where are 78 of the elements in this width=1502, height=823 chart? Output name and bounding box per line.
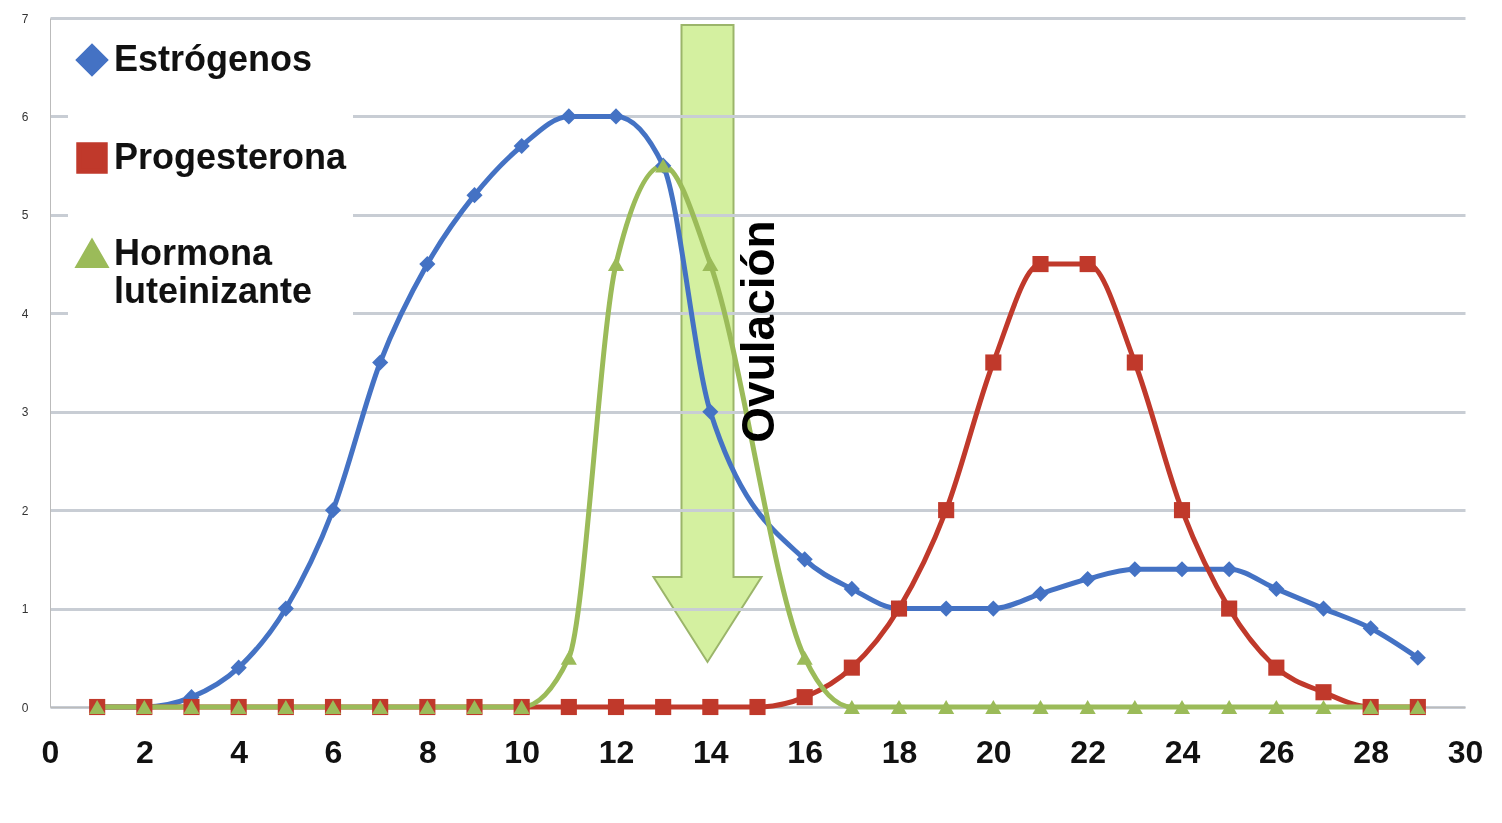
x-tick-label: 30 bbox=[1447, 733, 1484, 770]
y-tick-label: 1 bbox=[21, 602, 29, 617]
x-tick-label: 12 bbox=[598, 733, 635, 770]
point bbox=[1221, 561, 1238, 578]
x-tick-label: 24 bbox=[1164, 733, 1201, 770]
point bbox=[702, 257, 719, 272]
point bbox=[1268, 659, 1285, 676]
point bbox=[230, 659, 247, 676]
x-tick-label: 18 bbox=[881, 733, 918, 770]
point bbox=[1126, 561, 1143, 578]
point bbox=[655, 698, 672, 716]
legend-label: Estrógenos bbox=[114, 38, 313, 79]
point bbox=[1221, 700, 1238, 714]
point bbox=[1268, 580, 1285, 597]
point bbox=[560, 108, 577, 125]
point bbox=[796, 650, 813, 665]
point bbox=[1032, 256, 1049, 273]
x-tick-label: 8 bbox=[418, 733, 437, 770]
point bbox=[419, 256, 436, 273]
point bbox=[1221, 600, 1238, 617]
point bbox=[1315, 600, 1332, 617]
point bbox=[1079, 700, 1096, 714]
point bbox=[796, 689, 813, 706]
point bbox=[560, 650, 577, 665]
point bbox=[1126, 354, 1143, 371]
y-tick-label: 0 bbox=[21, 700, 29, 715]
point bbox=[938, 700, 955, 714]
legend-label: Progesterona bbox=[114, 136, 348, 177]
y-tick-label: 6 bbox=[21, 109, 29, 124]
point bbox=[1032, 700, 1049, 714]
point bbox=[796, 551, 813, 568]
point bbox=[890, 700, 908, 714]
point bbox=[513, 137, 530, 155]
point bbox=[1268, 700, 1285, 714]
y-tick-label: 3 bbox=[21, 405, 29, 420]
annotation: Ovulación bbox=[732, 220, 785, 443]
point bbox=[607, 257, 625, 272]
point bbox=[1126, 700, 1143, 714]
point bbox=[324, 502, 342, 519]
x-tick-label: 10 bbox=[504, 733, 540, 770]
point bbox=[1032, 585, 1049, 602]
point bbox=[1173, 502, 1191, 519]
point bbox=[843, 659, 860, 676]
point bbox=[1362, 620, 1379, 637]
point bbox=[372, 354, 389, 371]
point bbox=[607, 698, 625, 716]
y-tick-label: 2 bbox=[21, 503, 29, 518]
point bbox=[1409, 649, 1426, 666]
x-tick-label: 26 bbox=[1259, 733, 1295, 770]
point bbox=[560, 698, 577, 716]
y-tick-label: 4 bbox=[21, 306, 29, 321]
point bbox=[985, 354, 1002, 371]
point bbox=[1315, 700, 1332, 714]
x-tick-label: 6 bbox=[324, 733, 343, 770]
point bbox=[1173, 700, 1191, 714]
x-tick-label: 2 bbox=[135, 733, 154, 770]
point bbox=[277, 600, 294, 617]
point bbox=[466, 187, 483, 204]
point bbox=[702, 698, 719, 716]
point bbox=[985, 700, 1002, 714]
point bbox=[702, 403, 719, 420]
x-tick-label: 4 bbox=[230, 733, 249, 770]
point bbox=[985, 600, 1002, 617]
x-tick-label: 14 bbox=[693, 733, 729, 770]
point bbox=[1315, 684, 1332, 701]
point bbox=[938, 502, 955, 519]
x-tick-label: 28 bbox=[1353, 733, 1389, 770]
y-tick-label: 7 bbox=[21, 11, 29, 26]
y-tick-label: 5 bbox=[21, 208, 29, 223]
point bbox=[749, 698, 766, 716]
legend-label: Hormona luteinizante bbox=[114, 232, 313, 311]
point bbox=[1079, 570, 1096, 588]
x-tick-label: 22 bbox=[1070, 733, 1106, 770]
x-tick-label: 16 bbox=[787, 733, 823, 770]
point bbox=[843, 580, 860, 597]
point bbox=[1079, 256, 1096, 273]
x-tick-label: 20 bbox=[976, 733, 1012, 770]
point bbox=[843, 700, 860, 714]
